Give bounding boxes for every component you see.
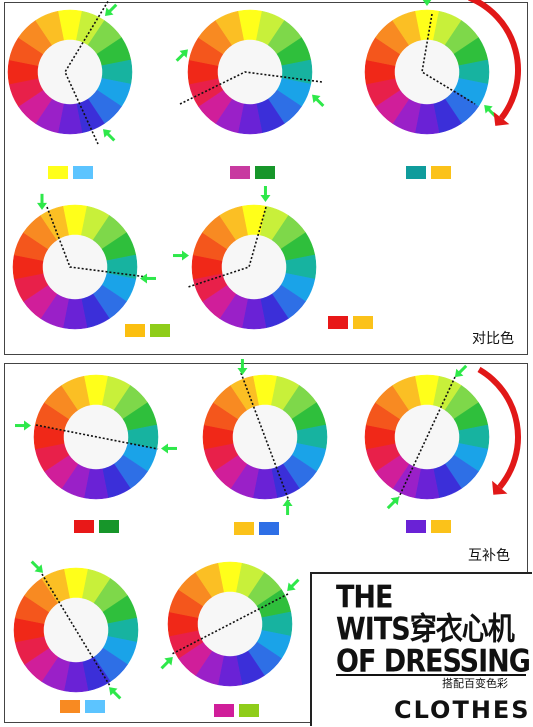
color-wheel [175, 9, 325, 179]
wheel-center [221, 234, 287, 300]
rotation-arrow-arc [477, 366, 521, 490]
selection-line [179, 71, 323, 105]
rotation-arrow-head [493, 111, 510, 126]
color-swatch [85, 700, 105, 713]
green-arrow-head [390, 496, 400, 506]
contrast-caption: 对比色 [472, 331, 514, 347]
color-swatch [125, 324, 145, 337]
color-swatch [234, 522, 254, 535]
selection-line [240, 372, 290, 502]
rotation-arrow-arc [468, 0, 521, 120]
color-swatch [60, 700, 80, 713]
green-arrow-head [422, 0, 432, 6]
brand-title-of-dressing: OF DRESSING [336, 643, 531, 680]
color-swatch [73, 166, 93, 179]
selection-line [171, 593, 289, 655]
color-swatch [150, 324, 170, 337]
color-swatch [48, 166, 68, 179]
wheel-center [37, 39, 103, 105]
color-wheel [12, 193, 170, 337]
color-wheel [173, 186, 373, 330]
color-wheel [7, 0, 133, 179]
color-swatch [406, 520, 426, 533]
green-arrow-head [37, 202, 47, 210]
green-arrow-head [34, 564, 43, 573]
green-arrow-head [104, 7, 114, 17]
green-arrow-head [182, 250, 190, 261]
green-arrow-head [484, 105, 493, 114]
color-swatch [255, 166, 275, 179]
brand-subtitle: 搭配百变色彩 [442, 677, 508, 690]
green-arrow-head [103, 129, 112, 138]
color-swatch [259, 522, 279, 535]
color-wheel [202, 358, 328, 535]
color-swatch [431, 166, 451, 179]
color-wheel [160, 561, 300, 717]
green-arrow-head [260, 195, 271, 203]
color-swatch [214, 704, 234, 717]
green-arrow-head [109, 687, 118, 696]
wheel-center [394, 404, 460, 470]
color-swatch [406, 166, 426, 179]
green-arrow-head [164, 657, 173, 666]
green-arrow-head [179, 49, 188, 58]
selection-line [187, 206, 267, 288]
selection-line [64, 0, 110, 145]
color-wheel [364, 0, 497, 179]
green-arrow-head [287, 582, 296, 591]
brand-footer: CLOTHES [394, 696, 531, 724]
color-swatch [353, 316, 373, 329]
color-swatch [239, 704, 259, 717]
selection-line [421, 13, 476, 105]
color-swatch [431, 520, 451, 533]
color-wheel [364, 364, 490, 533]
green-arrow-head [160, 443, 168, 454]
color-wheel [15, 374, 177, 533]
green-arrow-head [454, 368, 464, 378]
green-arrow-head [312, 94, 321, 104]
selection-line [35, 424, 159, 450]
green-arrow-head [282, 499, 293, 507]
brand-title-the: THE [336, 579, 393, 616]
color-swatch [74, 520, 94, 533]
green-arrow-head [237, 367, 248, 375]
brand-divider [336, 674, 526, 676]
rotation-arrow-head [492, 480, 508, 495]
rotation-arrow-bottom [477, 366, 521, 495]
color-swatch [230, 166, 250, 179]
color-swatch [99, 520, 119, 533]
color-wheel [13, 560, 139, 713]
wheel-center [394, 39, 460, 105]
brand-block: THE WITS穿衣心机 OF DRESSING 搭配百变色彩 CLOTHES [310, 572, 532, 726]
rotation-arrow-top [468, 0, 521, 126]
color-swatch [328, 316, 348, 329]
selection-line [46, 206, 148, 278]
complementary-caption: 互补色 [468, 548, 510, 564]
green-arrow-head [139, 273, 147, 284]
green-arrow-head [24, 420, 32, 431]
brand-title-wits: WITS穿衣心机 [336, 611, 515, 648]
selection-line [41, 573, 111, 687]
